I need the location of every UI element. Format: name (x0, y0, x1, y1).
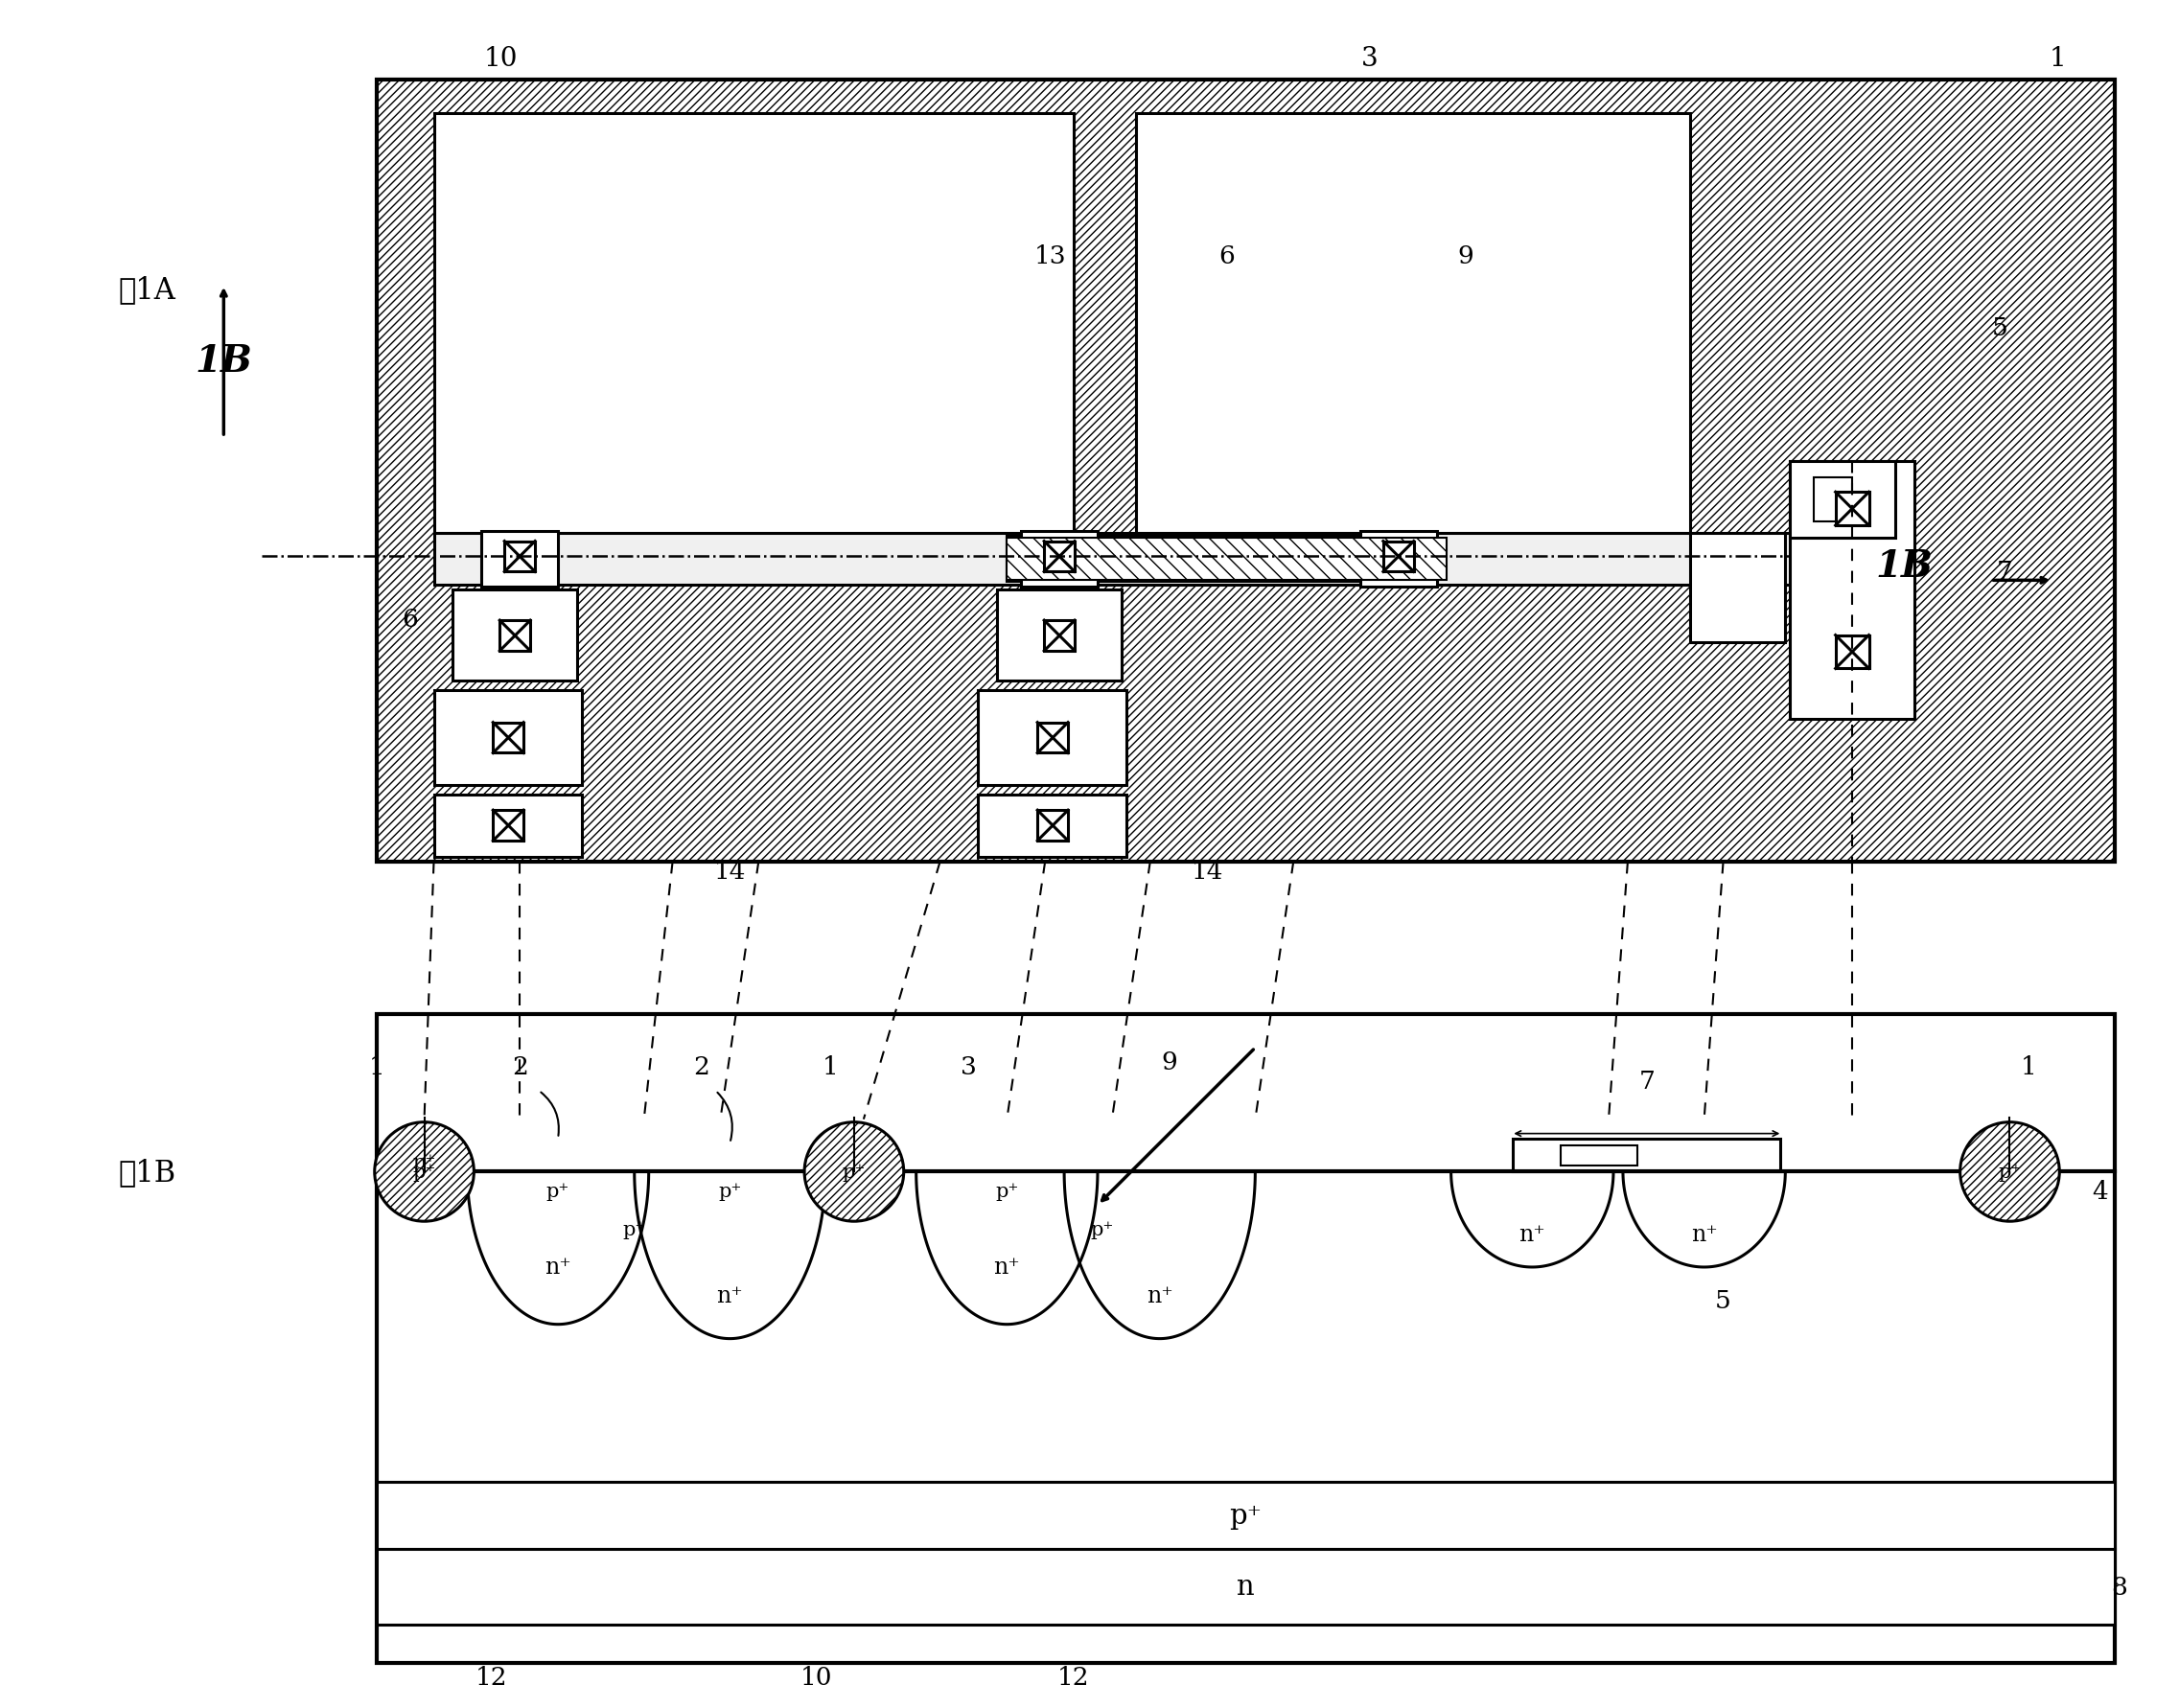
Polygon shape (1063, 1172, 1255, 1339)
Text: 13: 13 (1033, 244, 1066, 268)
Polygon shape (466, 1172, 649, 1324)
Text: 1B: 1B (194, 343, 253, 379)
Polygon shape (1451, 1172, 1612, 1267)
Text: 10: 10 (800, 1665, 832, 1689)
Bar (434, 690, 582, 786)
Text: n⁺: n⁺ (717, 1284, 743, 1307)
Text: p⁺: p⁺ (1092, 1220, 1113, 1238)
Bar (434, 796, 582, 857)
Bar (377, 1015, 2116, 1664)
Bar (482, 531, 558, 588)
Bar (1791, 461, 1915, 719)
Text: p⁺: p⁺ (1998, 1163, 2022, 1180)
Text: 1: 1 (2020, 1056, 2037, 1079)
Bar (377, 80, 2116, 863)
Text: 2: 2 (512, 1056, 527, 1079)
Bar (499, 622, 529, 651)
Text: p⁺: p⁺ (547, 1182, 569, 1201)
Bar (453, 591, 577, 681)
Text: 3: 3 (1362, 46, 1379, 72)
Text: 6: 6 (1218, 244, 1235, 268)
Text: 图1B: 图1B (118, 1156, 176, 1187)
Bar (1512, 1139, 1780, 1172)
Bar (1835, 635, 1870, 670)
Bar (506, 541, 536, 572)
Bar (492, 811, 523, 840)
Bar (1007, 538, 1447, 581)
Bar (1360, 531, 1436, 588)
Bar (1689, 533, 1785, 642)
Bar (492, 722, 523, 753)
Text: n⁺: n⁺ (545, 1257, 571, 1278)
Text: p⁺: p⁺ (996, 1182, 1018, 1201)
Text: 10: 10 (484, 46, 519, 72)
Polygon shape (1623, 1172, 1785, 1267)
Text: p⁺: p⁺ (412, 1153, 436, 1172)
Text: n⁺: n⁺ (1146, 1284, 1172, 1307)
Bar (978, 796, 1127, 857)
Circle shape (804, 1122, 904, 1221)
Text: 1: 1 (821, 1056, 839, 1079)
Text: 1B: 1B (1876, 548, 1933, 584)
Polygon shape (915, 1172, 1098, 1324)
Text: 1: 1 (368, 1056, 384, 1079)
Text: p⁺: p⁺ (623, 1220, 645, 1238)
Text: p⁺: p⁺ (843, 1163, 865, 1180)
Text: 6: 6 (401, 606, 418, 630)
Text: n⁺: n⁺ (1519, 1223, 1545, 1245)
Bar (1835, 492, 1870, 526)
Text: 3: 3 (961, 1056, 976, 1079)
Text: 12: 12 (475, 1665, 508, 1689)
Text: p⁺: p⁺ (1229, 1501, 1262, 1529)
Text: 12: 12 (1057, 1665, 1090, 1689)
Bar (434, 114, 1074, 533)
Text: 1: 1 (2048, 46, 2066, 72)
Bar (1135, 114, 1689, 533)
Circle shape (1961, 1122, 2059, 1221)
Text: p⁺: p⁺ (719, 1182, 741, 1201)
Text: 9: 9 (1458, 244, 1473, 268)
Text: 14: 14 (715, 859, 745, 883)
Text: 5: 5 (1715, 1290, 1732, 1313)
Circle shape (375, 1122, 473, 1221)
Text: n: n (1238, 1573, 1255, 1600)
Bar (1384, 541, 1414, 572)
Text: n⁺: n⁺ (994, 1257, 1020, 1278)
Text: 9: 9 (1161, 1050, 1177, 1074)
Text: 图1A: 图1A (118, 275, 176, 304)
Bar (1813, 478, 1852, 521)
Text: 2: 2 (693, 1056, 710, 1079)
Text: 14: 14 (1192, 859, 1225, 883)
Text: p⁺: p⁺ (412, 1163, 436, 1180)
Text: 4: 4 (2092, 1179, 2109, 1202)
Bar (978, 690, 1127, 786)
Polygon shape (634, 1172, 826, 1339)
Bar (1044, 541, 1074, 572)
Text: 7: 7 (1639, 1069, 1654, 1093)
Bar (377, 1549, 2116, 1624)
Bar (1037, 811, 1068, 840)
Bar (1022, 531, 1098, 588)
Bar (1037, 722, 1068, 753)
Bar (377, 1483, 2116, 1549)
Text: n⁺: n⁺ (1691, 1223, 1717, 1245)
Bar (434, 533, 1876, 586)
Text: 5: 5 (1992, 316, 2009, 340)
Bar (1007, 536, 1388, 582)
Text: 7: 7 (1996, 559, 2013, 582)
Bar (998, 591, 1122, 681)
Text: 8: 8 (2111, 1575, 2127, 1599)
Bar (1560, 1146, 1636, 1167)
Bar (1791, 461, 1896, 538)
Bar (1044, 622, 1074, 651)
